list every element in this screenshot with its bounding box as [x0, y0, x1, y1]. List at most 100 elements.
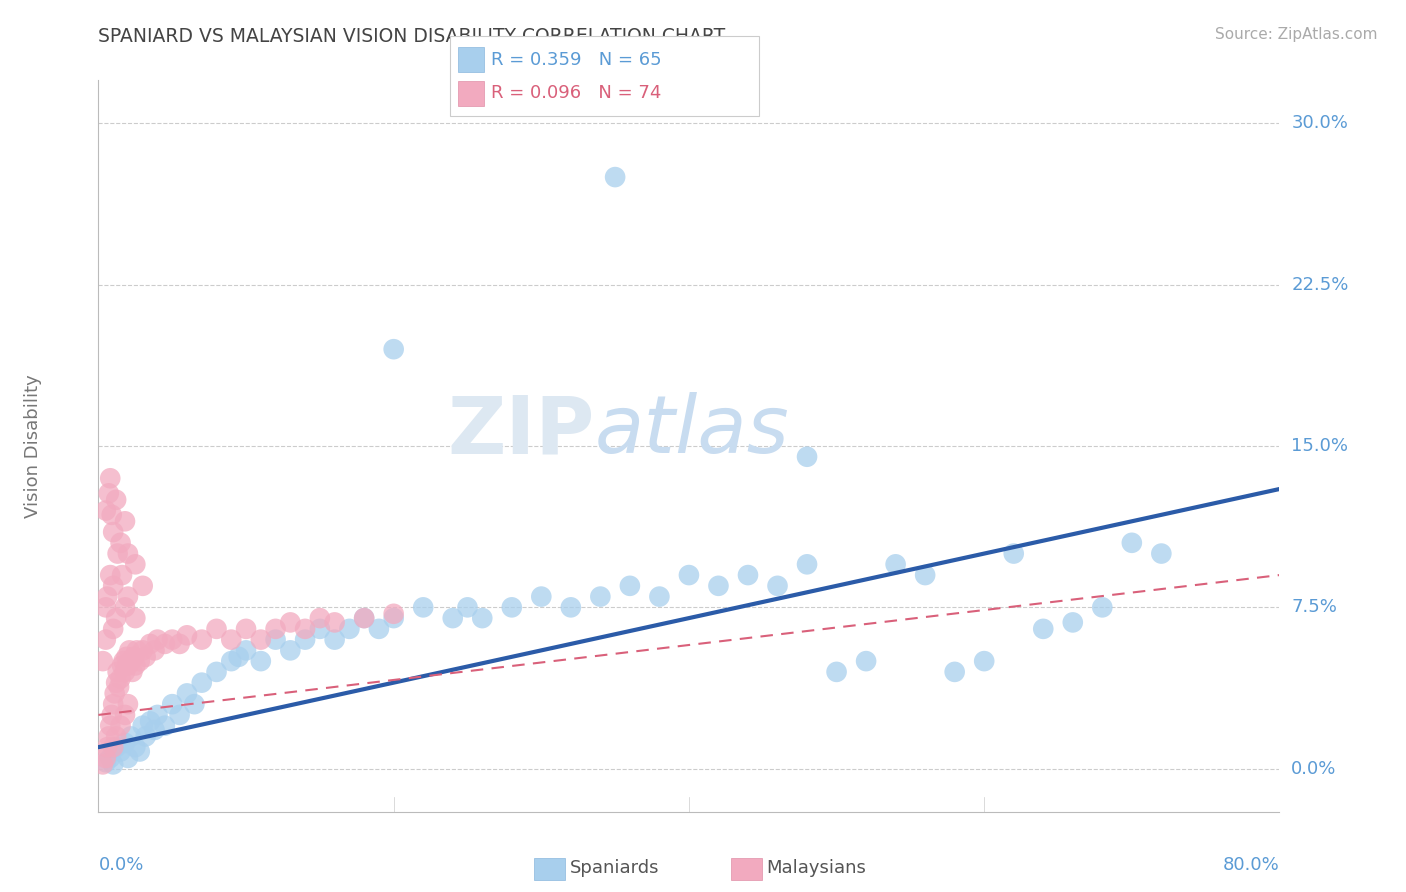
- Point: [914, 568, 936, 582]
- Point: [766, 579, 789, 593]
- Point: [146, 632, 169, 647]
- Point: [153, 719, 176, 733]
- Point: [648, 590, 671, 604]
- Point: [146, 707, 169, 722]
- Point: [973, 654, 995, 668]
- Point: [589, 590, 612, 604]
- Point: [1002, 547, 1025, 561]
- Point: [796, 450, 818, 464]
- Point: [501, 600, 523, 615]
- Point: [121, 665, 143, 679]
- Point: [353, 611, 375, 625]
- Point: [1091, 600, 1114, 615]
- Point: [117, 658, 139, 673]
- Point: [153, 637, 176, 651]
- Text: R = 0.096   N = 74: R = 0.096 N = 74: [491, 85, 661, 103]
- Point: [105, 730, 128, 744]
- Point: [110, 536, 132, 550]
- Point: [139, 637, 162, 651]
- Point: [412, 600, 434, 615]
- Point: [205, 665, 228, 679]
- Point: [353, 611, 375, 625]
- Point: [103, 697, 125, 711]
- Point: [943, 665, 966, 679]
- Point: [94, 503, 117, 517]
- Point: [278, 643, 302, 657]
- Point: [264, 622, 287, 636]
- Text: atlas: atlas: [595, 392, 789, 470]
- Point: [108, 680, 131, 694]
- Point: [115, 649, 138, 664]
- Point: [105, 675, 128, 690]
- Point: [124, 658, 146, 673]
- Point: [96, 590, 118, 604]
- Point: [128, 744, 150, 758]
- Point: [117, 590, 139, 604]
- Point: [169, 707, 191, 722]
- Text: 0.0%: 0.0%: [98, 855, 143, 873]
- Point: [1062, 615, 1084, 630]
- Point: [191, 675, 214, 690]
- Point: [94, 600, 117, 615]
- Point: [135, 730, 157, 744]
- Point: [91, 654, 114, 668]
- Point: [128, 654, 150, 668]
- Point: [294, 622, 316, 636]
- Point: [105, 492, 128, 507]
- Point: [110, 744, 132, 758]
- Text: Source: ZipAtlas.com: Source: ZipAtlas.com: [1215, 27, 1378, 42]
- Point: [132, 579, 155, 593]
- Point: [124, 611, 146, 625]
- Point: [114, 665, 136, 679]
- Point: [143, 643, 166, 657]
- Point: [98, 719, 121, 733]
- Point: [117, 697, 139, 711]
- Point: [132, 719, 155, 733]
- Text: 7.5%: 7.5%: [1291, 599, 1337, 616]
- Point: [219, 632, 243, 647]
- Point: [294, 632, 316, 647]
- Text: 22.5%: 22.5%: [1291, 276, 1348, 293]
- Point: [235, 622, 257, 636]
- Point: [678, 568, 700, 582]
- Point: [94, 751, 117, 765]
- Point: [96, 740, 118, 755]
- Point: [139, 714, 162, 729]
- Text: Vision Disability: Vision Disability: [24, 374, 42, 518]
- Point: [169, 637, 191, 651]
- Point: [176, 628, 198, 642]
- Point: [105, 740, 128, 755]
- Point: [337, 622, 360, 636]
- Point: [94, 632, 117, 647]
- Point: [382, 611, 405, 625]
- Point: [98, 471, 121, 485]
- Point: [118, 643, 141, 657]
- Point: [176, 686, 198, 700]
- Point: [191, 632, 214, 647]
- Point: [107, 547, 129, 561]
- Point: [120, 654, 142, 668]
- Point: [323, 632, 346, 647]
- Point: [456, 600, 478, 615]
- Text: 15.0%: 15.0%: [1291, 437, 1348, 455]
- Point: [825, 665, 848, 679]
- Point: [104, 686, 127, 700]
- Point: [309, 611, 332, 625]
- Point: [368, 622, 391, 636]
- Point: [737, 568, 759, 582]
- Point: [264, 632, 287, 647]
- Point: [382, 607, 405, 621]
- Point: [97, 486, 120, 500]
- Point: [530, 590, 553, 604]
- Point: [132, 643, 155, 657]
- Point: [1121, 536, 1143, 550]
- Point: [162, 697, 183, 711]
- Point: [117, 547, 139, 561]
- Text: Malaysians: Malaysians: [766, 859, 866, 877]
- Point: [162, 632, 183, 647]
- Point: [125, 643, 148, 657]
- Point: [471, 611, 494, 625]
- Text: 80.0%: 80.0%: [1223, 855, 1279, 873]
- Point: [107, 665, 129, 679]
- Point: [114, 514, 136, 528]
